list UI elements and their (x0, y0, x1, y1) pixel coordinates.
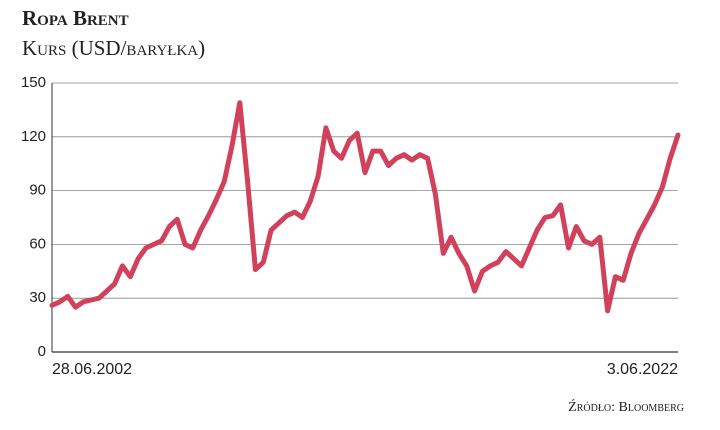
y-tick-label: 0 (38, 343, 46, 360)
source-note: Źródło: Bloomberg (568, 398, 684, 415)
y-tick-label: 120 (21, 128, 46, 145)
y-tick-label: 150 (21, 74, 46, 91)
data-line (49, 100, 681, 314)
y-tick-label: 90 (29, 182, 46, 199)
chart-title: Ropa Brent (22, 6, 129, 30)
chart-subtitle: Kurs (USD/baryłka) (22, 36, 205, 60)
y-tick-label: 60 (29, 235, 46, 252)
x-tick-label: 3.06.2022 (607, 361, 678, 378)
y-tick-label: 30 (29, 289, 46, 306)
x-tick-label: 28.06.2002 (52, 361, 132, 378)
